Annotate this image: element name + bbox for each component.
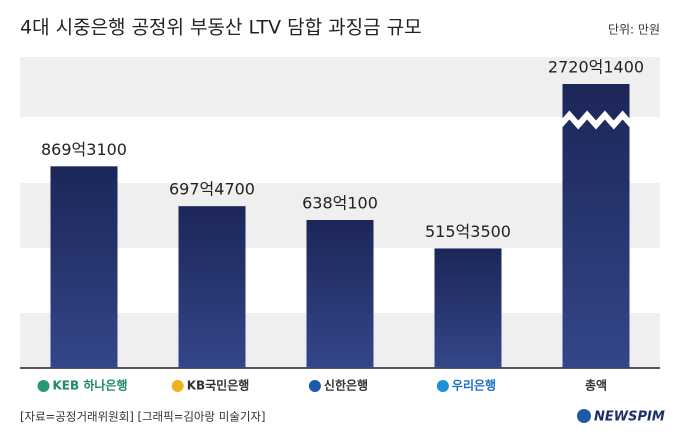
plot: 869억3100 KEB 하나은행 697억4700 KB국민은행 638억100 신한은… <box>37 58 644 393</box>
bank-logo <box>436 380 449 392</box>
brand: NEWSPIM <box>594 410 665 425</box>
axis-break <box>558 110 634 130</box>
bar <box>434 248 502 368</box>
source: [자료=공정거래위원회] [그래픽=김아랑 미술기자] <box>20 410 266 424</box>
bar <box>50 166 118 368</box>
x-tick-label: KEB 하나은행 <box>53 378 128 393</box>
value-label: 869억3100 <box>41 140 127 159</box>
value-label: 638억100 <box>302 193 378 212</box>
x-tick-label: 신한은행 <box>324 378 368 393</box>
bank-logo <box>171 380 184 392</box>
x-tick-label: 총액 <box>585 378 607 393</box>
chart-title: 4대 시중은행 공정위 부동산 LTV 담합 과징금 규모 <box>20 17 422 39</box>
unit: 단위: 만원 <box>608 23 660 37</box>
x-tick-label: KB국민은행 <box>187 378 250 393</box>
x-tick-label: 우리은행 <box>452 378 496 393</box>
bar <box>178 206 246 368</box>
value-label: 697억4700 <box>169 180 255 199</box>
bar <box>562 84 630 368</box>
brand-icon <box>577 409 591 423</box>
value-label: 2720억1400 <box>548 58 644 77</box>
band <box>20 57 660 117</box>
bank-logo <box>308 380 321 392</box>
value-label: 515억3500 <box>425 222 511 241</box>
bar <box>306 219 374 368</box>
bank-logo <box>37 380 50 392</box>
